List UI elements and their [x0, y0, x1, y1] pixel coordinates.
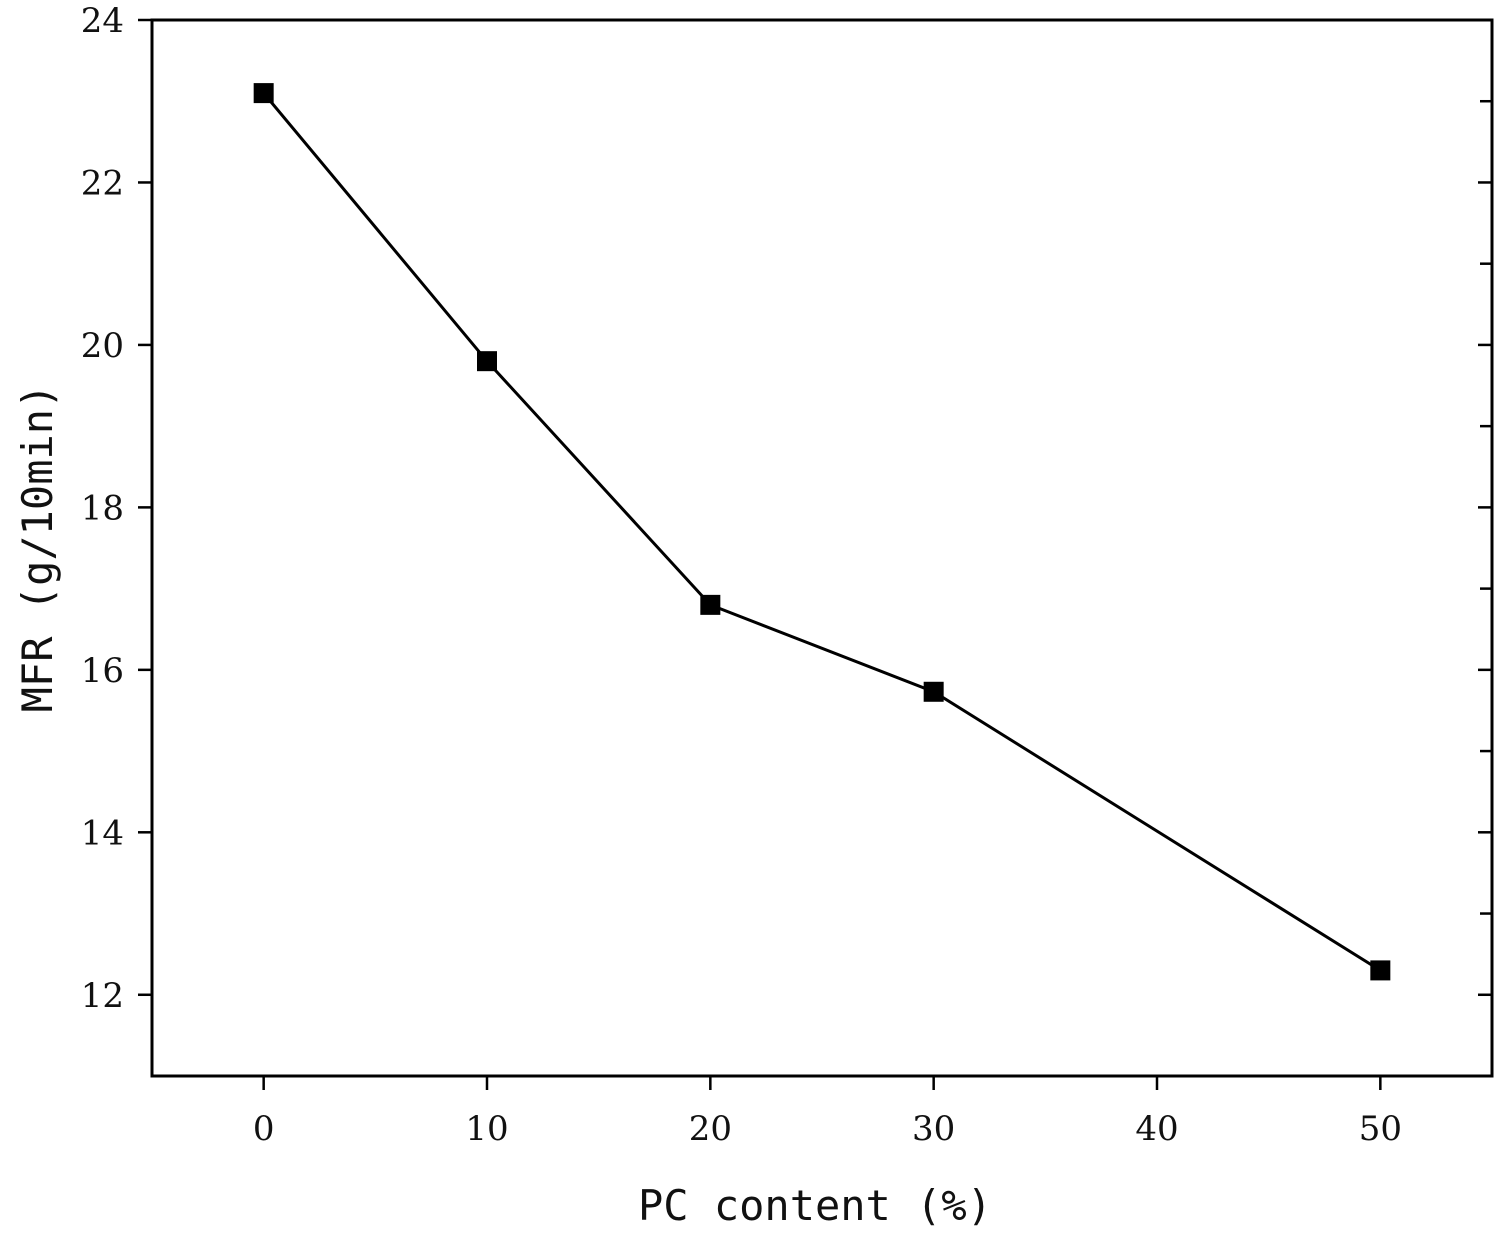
x-tick-label: 20	[689, 1109, 732, 1149]
plot-frame	[150, 18, 1494, 1078]
y-tick-label: 12	[81, 976, 124, 1016]
y-tick-label: 16	[81, 651, 124, 691]
y-tick-label: 20	[81, 326, 124, 366]
y-tick-label: 18	[81, 488, 124, 528]
y-tick-label: 14	[81, 813, 124, 853]
x-axis-title: PC content (%)	[638, 1181, 992, 1230]
data-point-marker	[700, 594, 721, 615]
x-tick-label: 30	[912, 1109, 955, 1149]
data-point-marker	[923, 681, 944, 702]
x-tick-label: 0	[253, 1109, 275, 1149]
x-tick-label: 50	[1359, 1109, 1402, 1149]
series-layer	[253, 83, 1391, 981]
data-point-marker	[1370, 960, 1391, 981]
y-tick-label: 24	[81, 1, 124, 41]
data-point-marker	[253, 83, 274, 104]
series-line	[262, 92, 1382, 972]
x-tick-label: 40	[1135, 1109, 1178, 1149]
y-tick-label: 22	[81, 163, 124, 203]
y-axis-title: MFR (g/10min)	[13, 384, 62, 713]
tick-labels-layer: 0 10 20 30 40 50 12 14 16 18 20 22 24	[81, 1, 1402, 1149]
x-tick-label: 10	[465, 1109, 508, 1149]
ticks-layer	[138, 18, 1492, 1090]
data-point-marker	[477, 351, 497, 372]
